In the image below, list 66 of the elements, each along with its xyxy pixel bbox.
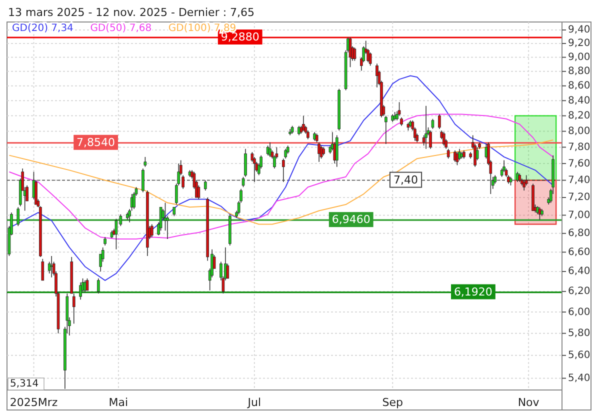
line-series	[8, 75, 554, 281]
candlestick	[442, 132, 446, 146]
candlestick	[302, 115, 305, 131]
candlestick	[226, 263, 230, 279]
candlestick	[431, 118, 434, 130]
candlestick	[16, 206, 20, 226]
candlestick	[384, 115, 388, 144]
x-tick-label: Nov	[518, 396, 540, 410]
candlestick	[284, 148, 288, 159]
x-tick-label: Sep	[382, 396, 403, 410]
y-tick-label: 8,20	[568, 110, 590, 122]
candlestick	[456, 152, 459, 166]
candlestick	[204, 180, 207, 191]
candlestick	[159, 206, 162, 232]
candlestick	[50, 256, 53, 278]
y-tick-label: 8,00	[568, 126, 590, 138]
candlestick	[144, 156, 147, 168]
candlestick	[376, 63, 378, 88]
y-tick-label: 7,00	[568, 210, 590, 221]
y-tick-label: 6,40	[568, 266, 590, 278]
y-tick-label: 5,80	[568, 328, 590, 340]
candlestick	[438, 114, 441, 130]
candlestick	[86, 278, 89, 291]
y-tick-label: 7,60	[568, 158, 590, 170]
candlestick	[242, 176, 245, 188]
y-tick-label: 6,20	[568, 286, 590, 298]
candlestick	[197, 185, 200, 200]
ref-line-label: 7,40	[394, 173, 418, 186]
candlestick	[282, 158, 285, 182]
y-tick-label: 9,40	[568, 24, 590, 36]
y-tick-label: 6,00	[568, 306, 590, 318]
candlestick	[244, 148, 247, 178]
y-tick-label: 5,40	[568, 372, 590, 384]
candlestick	[318, 142, 320, 162]
candlestick	[446, 148, 450, 159]
candlestick	[79, 282, 82, 300]
y-tick-label: 9,20	[568, 38, 590, 50]
y-tick-label: 9,00	[568, 52, 590, 64]
ref-line-label: 6,9460	[332, 213, 370, 226]
y-tick-label: 7,80	[568, 142, 590, 153]
chart-subtitle: 13 mars 2025 - 12 nov. 2025 - Dernier : 7,65	[8, 6, 255, 19]
y-tick-label: 7,20	[568, 192, 590, 204]
candlestick	[335, 134, 338, 168]
y-tick-label: 8,40	[568, 95, 590, 106]
candlestick	[41, 258, 44, 281]
x-tick-label: 2025Mrz	[10, 396, 58, 410]
y-tick-label: 5,60	[568, 350, 590, 362]
y-tick-label: 8,60	[568, 80, 590, 92]
y-tick-label: 6,80	[568, 228, 590, 240]
y-tick-label: 6,60	[568, 246, 590, 258]
candlestick	[96, 278, 100, 294]
text: GD(50) 7,68	[90, 23, 152, 34]
ref-line-label: 6,1920	[454, 285, 492, 298]
x-tick-label: Jul	[246, 396, 262, 410]
line-series	[8, 140, 554, 225]
text: GD(20) 7,34	[12, 23, 74, 34]
candlestick	[398, 102, 401, 116]
annotation: 5,314	[10, 378, 39, 390]
candlestick	[353, 47, 356, 62]
ref-line-label: 7,8540	[76, 136, 116, 149]
candlestick	[368, 52, 372, 66]
x-tick-label: Mai	[108, 396, 128, 410]
y-tick-label: 8,80	[568, 66, 590, 78]
candlestick	[142, 168, 144, 193]
y-tick-label: 7,40	[568, 175, 590, 186]
line-series	[8, 114, 554, 240]
